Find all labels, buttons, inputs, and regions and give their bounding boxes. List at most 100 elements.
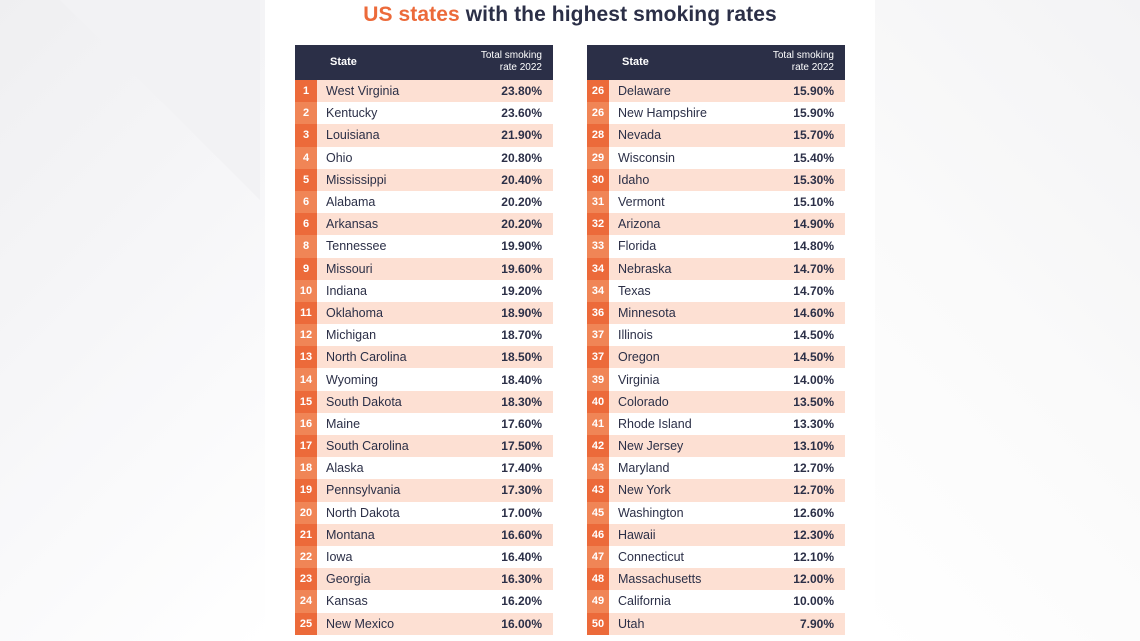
table-row: 22 Iowa 16.40% xyxy=(295,545,553,569)
table-row: 4 Ohio 20.80% xyxy=(295,146,553,169)
state-cell: New Mexico xyxy=(326,616,395,631)
table-row: 6 Alabama 20.20% xyxy=(295,190,553,214)
state-cell: Kentucky xyxy=(326,106,378,121)
table-row: 33 Florida 14.80% xyxy=(587,235,845,258)
rank-cell: 37 xyxy=(587,346,609,369)
rate-cell: 16.00% xyxy=(501,616,542,631)
rank-cell: 36 xyxy=(587,301,609,325)
table-row: 41 Rhode Island 13.30% xyxy=(587,412,845,435)
smoking-table-right: State Total smoking rate 2022 26 Delaware… xyxy=(587,45,845,635)
state-cell: Wyoming xyxy=(326,372,378,387)
table-row: 43 New York 12.70% xyxy=(587,479,845,502)
table-row: 34 Nebraska 14.70% xyxy=(587,257,845,280)
table-row: 6 Arkansas 20.20% xyxy=(295,213,553,236)
rate-cell: 12.30% xyxy=(793,527,834,542)
table-row: 30 Idaho 15.30% xyxy=(587,168,845,191)
state-cell: North Dakota xyxy=(326,505,400,520)
state-cell: Massachusetts xyxy=(618,572,702,587)
rank-cell: 14 xyxy=(295,368,317,391)
rank-cell: 46 xyxy=(587,523,609,546)
rank-cell: 15 xyxy=(295,390,317,413)
state-cell: Iowa xyxy=(326,550,353,565)
table-row: 48 Massachusetts 12.00% xyxy=(587,568,845,591)
state-cell: Alabama xyxy=(326,195,376,210)
table-row: 34 Texas 14.70% xyxy=(587,279,845,302)
rank-cell: 31 xyxy=(587,190,609,214)
rate-cell: 19.60% xyxy=(501,261,542,276)
table-row: 49 California 10.00% xyxy=(587,590,845,613)
rate-cell: 19.20% xyxy=(501,283,542,298)
table-row: 11 Oklahoma 18.90% xyxy=(295,301,553,325)
rate-cell: 10.00% xyxy=(793,594,834,609)
smoking-table-left: State Total smoking rate 2022 1 West Virg… xyxy=(295,45,553,635)
rank-cell: 45 xyxy=(587,501,609,524)
state-cell: South Dakota xyxy=(326,394,402,409)
rate-cell: 14.60% xyxy=(793,305,834,320)
rate-cell: 23.60% xyxy=(501,106,542,121)
rate-cell: 16.30% xyxy=(501,572,542,587)
table-row: 26 New Hampshire 15.90% xyxy=(587,102,845,125)
rate-cell: 13.10% xyxy=(793,439,834,454)
state-cell: Tennessee xyxy=(326,239,387,254)
table-row: 46 Hawaii 12.30% xyxy=(587,523,845,546)
state-cell: Texas xyxy=(618,283,651,298)
state-cell: Montana xyxy=(326,527,375,542)
table-row: 23 Georgia 16.30% xyxy=(295,568,553,591)
rate-cell: 17.50% xyxy=(501,439,542,454)
table-header: State Total smoking rate 2022 xyxy=(295,45,553,80)
rank-cell: 20 xyxy=(295,501,317,524)
header-rate: Total smoking rate 2022 xyxy=(744,50,834,74)
header-state: State xyxy=(622,56,649,68)
rank-cell: 34 xyxy=(587,279,609,302)
rank-cell: 23 xyxy=(295,568,317,591)
rank-cell: 9 xyxy=(295,257,317,280)
rank-cell: 43 xyxy=(587,479,609,502)
table-row: 25 New Mexico 16.00% xyxy=(295,612,553,635)
state-cell: Indiana xyxy=(326,283,368,298)
rate-cell: 19.90% xyxy=(501,239,542,254)
state-cell: New Jersey xyxy=(618,439,684,454)
table-row: 18 Alaska 17.40% xyxy=(295,457,553,480)
table-row: 1 West Virginia 23.80% xyxy=(295,80,553,103)
rank-cell: 25 xyxy=(295,612,317,635)
table-row: 36 Minnesota 14.60% xyxy=(587,301,845,325)
rate-cell: 18.50% xyxy=(501,350,542,365)
title-rest: with the highest smoking rates xyxy=(459,3,777,26)
rate-cell: 15.30% xyxy=(793,172,834,187)
rate-cell: 14.70% xyxy=(793,283,834,298)
state-cell: Utah xyxy=(618,616,645,631)
table-row: 15 South Dakota 18.30% xyxy=(295,390,553,413)
table-row: 8 Tennessee 19.90% xyxy=(295,235,553,258)
rate-cell: 18.90% xyxy=(501,305,542,320)
rank-cell: 19 xyxy=(295,479,317,502)
rate-cell: 12.10% xyxy=(793,550,834,565)
state-cell: Maryland xyxy=(618,461,670,476)
rate-cell: 17.30% xyxy=(501,483,542,498)
state-cell: West Virginia xyxy=(326,84,400,99)
rank-cell: 33 xyxy=(587,235,609,258)
state-cell: New Hampshire xyxy=(618,106,707,121)
rank-cell: 43 xyxy=(587,457,609,480)
header-rate-line2: rate 2022 xyxy=(791,62,834,73)
table-body: 26 Delaware 15.90% 26 New Hampshire 15.90% 28 N… xyxy=(587,80,845,635)
rate-cell: 20.40% xyxy=(501,172,542,187)
table-row: 14 Wyoming 18.40% xyxy=(295,368,553,391)
table-row: 29 Wisconsin 15.40% xyxy=(587,146,845,169)
table-row: 45 Washington 12.60% xyxy=(587,501,845,524)
rank-cell: 37 xyxy=(587,324,609,347)
state-cell: Oregon xyxy=(618,350,660,365)
state-cell: Nevada xyxy=(618,128,662,143)
rate-cell: 16.40% xyxy=(501,550,542,565)
table-row: 5 Mississippi 20.40% xyxy=(295,168,553,191)
rate-cell: 12.00% xyxy=(793,572,834,587)
table-header: State Total smoking rate 2022 xyxy=(587,45,845,80)
state-cell: Maine xyxy=(326,416,361,431)
rank-cell: 29 xyxy=(587,146,609,169)
state-cell: Georgia xyxy=(326,572,371,587)
rank-cell: 5 xyxy=(295,168,317,191)
state-cell: Vermont xyxy=(618,195,665,210)
state-cell: Alaska xyxy=(326,461,364,476)
rank-cell: 2 xyxy=(295,102,317,125)
table-row: 37 Illinois 14.50% xyxy=(587,324,845,347)
table-row: 13 North Carolina 18.50% xyxy=(295,346,553,369)
